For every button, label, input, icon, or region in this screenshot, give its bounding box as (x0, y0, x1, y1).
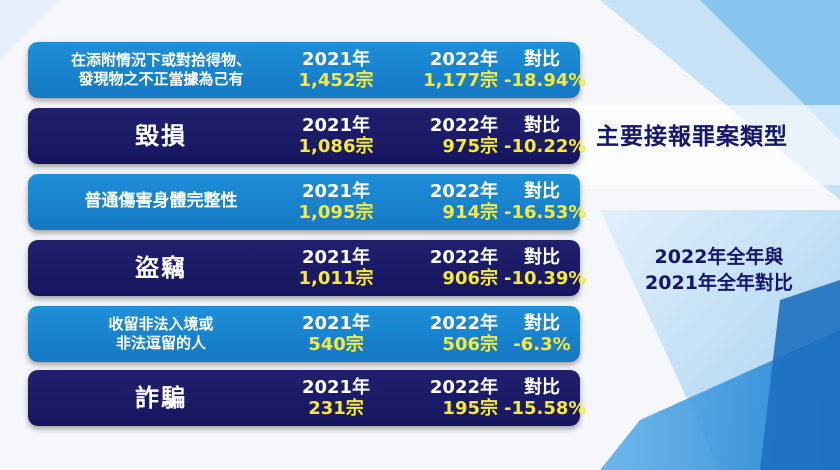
crime-row-damage: 毀損 2021年 1,086宗 2022年 975宗 對比 -10.22% (28, 108, 587, 164)
side-title: 主要接報罪案類型 (596, 124, 788, 150)
year-2021-value: 540宗 (308, 334, 364, 355)
year-2022-label: 2022年 (429, 247, 498, 268)
compare-column: 對比 -15.58% (504, 377, 587, 419)
year-2021-value: 231宗 (308, 398, 364, 419)
year-2021-label: 2021年 (301, 49, 371, 70)
year-2022-value: 975宗 (442, 136, 498, 157)
compare-value: -18.94% (504, 70, 587, 91)
category-label: 詐騙 (36, 370, 286, 426)
year-2022-value: 906宗 (442, 268, 498, 289)
year-2021-label: 2021年 (301, 313, 371, 334)
compare-label: 對比 (524, 313, 560, 334)
compare-label: 對比 (524, 115, 560, 136)
year-2022-column: 2022年 906宗 (388, 247, 498, 289)
compare-label: 對比 (524, 377, 560, 398)
category-text: 盜竊 (135, 253, 187, 282)
crime-row-appropriation: 在添附情況下或對拾得物、 發現物之不正當據為己有 2021年 1,452宗 20… (28, 42, 587, 98)
year-2021-value: 1,086宗 (298, 136, 374, 157)
compare-value: -10.39% (504, 268, 587, 289)
year-2022-column: 2022年 975宗 (388, 115, 498, 157)
year-2022-column: 2022年 1,177宗 (388, 49, 498, 91)
year-2021-column: 2021年 1,095宗 (288, 181, 384, 223)
crime-row-harbouring-illegal: 收留非法入境或 非法逗留的人 2021年 540宗 2022年 506宗 對比 … (28, 306, 580, 362)
crime-row-bodily-harm: 普通傷害身體完整性 2021年 1,095宗 2022年 914宗 對比 -16… (28, 174, 587, 230)
category-text: 普通傷害身體完整性 (84, 191, 238, 212)
compare-column: 對比 -16.53% (504, 181, 587, 223)
year-2022-column: 2022年 506宗 (388, 313, 498, 355)
category-text: 詐騙 (135, 383, 187, 412)
compare-value: -10.22% (504, 136, 587, 157)
year-2022-label: 2022年 (429, 313, 498, 334)
category-label: 普通傷害身體完整性 (36, 174, 286, 230)
compare-column: 對比 -6.3% (504, 313, 580, 355)
year-2022-value: 914宗 (442, 202, 498, 223)
year-2022-column: 2022年 195宗 (388, 377, 498, 419)
compare-label: 對比 (524, 247, 560, 268)
category-text: 收留非法入境或 非法逗留的人 (108, 314, 214, 352)
compare-column: 對比 -10.39% (504, 247, 587, 289)
category-text: 毀損 (135, 121, 187, 150)
year-2022-value: 1,177宗 (423, 70, 498, 91)
year-2022-label: 2022年 (429, 181, 498, 202)
year-2021-value: 1,095宗 (298, 202, 374, 223)
category-label: 毀損 (36, 108, 286, 164)
compare-label: 對比 (524, 49, 560, 70)
year-2021-column: 2021年 231宗 (288, 377, 384, 419)
year-2021-label: 2021年 (301, 377, 371, 398)
side-subtitle-line-1: 2022年全年與 (654, 246, 784, 268)
category-text: 在添附情況下或對拾得物、 發現物之不正當據為己有 (70, 50, 251, 88)
side-subtitle-line-2: 2021年全年對比 (645, 272, 793, 294)
crime-row-fraud: 詐騙 2021年 231宗 2022年 195宗 對比 -15.58% (28, 370, 587, 426)
crime-row-theft: 盜竊 2021年 1,011宗 2022年 906宗 對比 -10.39% (28, 240, 587, 296)
year-2021-column: 2021年 1,452宗 (288, 49, 384, 91)
side-subtitle: 2022年全年與 2021年全年對比 (608, 244, 830, 296)
category-label: 盜竊 (36, 240, 286, 296)
compare-value: -16.53% (504, 202, 587, 223)
year-2022-value: 506宗 (442, 334, 498, 355)
year-2022-value: 195宗 (442, 398, 498, 419)
year-2022-label: 2022年 (429, 377, 498, 398)
year-2021-column: 2021年 540宗 (288, 313, 384, 355)
compare-column: 對比 -18.94% (504, 49, 587, 91)
year-2021-label: 2021年 (301, 115, 371, 136)
year-2022-label: 2022年 (429, 115, 498, 136)
year-2021-label: 2021年 (301, 247, 371, 268)
year-2022-column: 2022年 914宗 (388, 181, 498, 223)
year-2021-value: 1,452宗 (298, 70, 374, 91)
category-label: 在添附情況下或對拾得物、 發現物之不正當據為己有 (36, 42, 286, 98)
compare-value: -6.3% (513, 334, 571, 355)
year-2021-column: 2021年 1,086宗 (288, 115, 384, 157)
year-2022-label: 2022年 (429, 49, 498, 70)
year-2021-label: 2021年 (301, 181, 371, 202)
year-2021-value: 1,011宗 (298, 268, 374, 289)
category-label: 收留非法入境或 非法逗留的人 (36, 306, 286, 362)
compare-label: 對比 (524, 181, 560, 202)
compare-column: 對比 -10.22% (504, 115, 587, 157)
year-2021-column: 2021年 1,011宗 (288, 247, 384, 289)
compare-value: -15.58% (504, 398, 587, 419)
